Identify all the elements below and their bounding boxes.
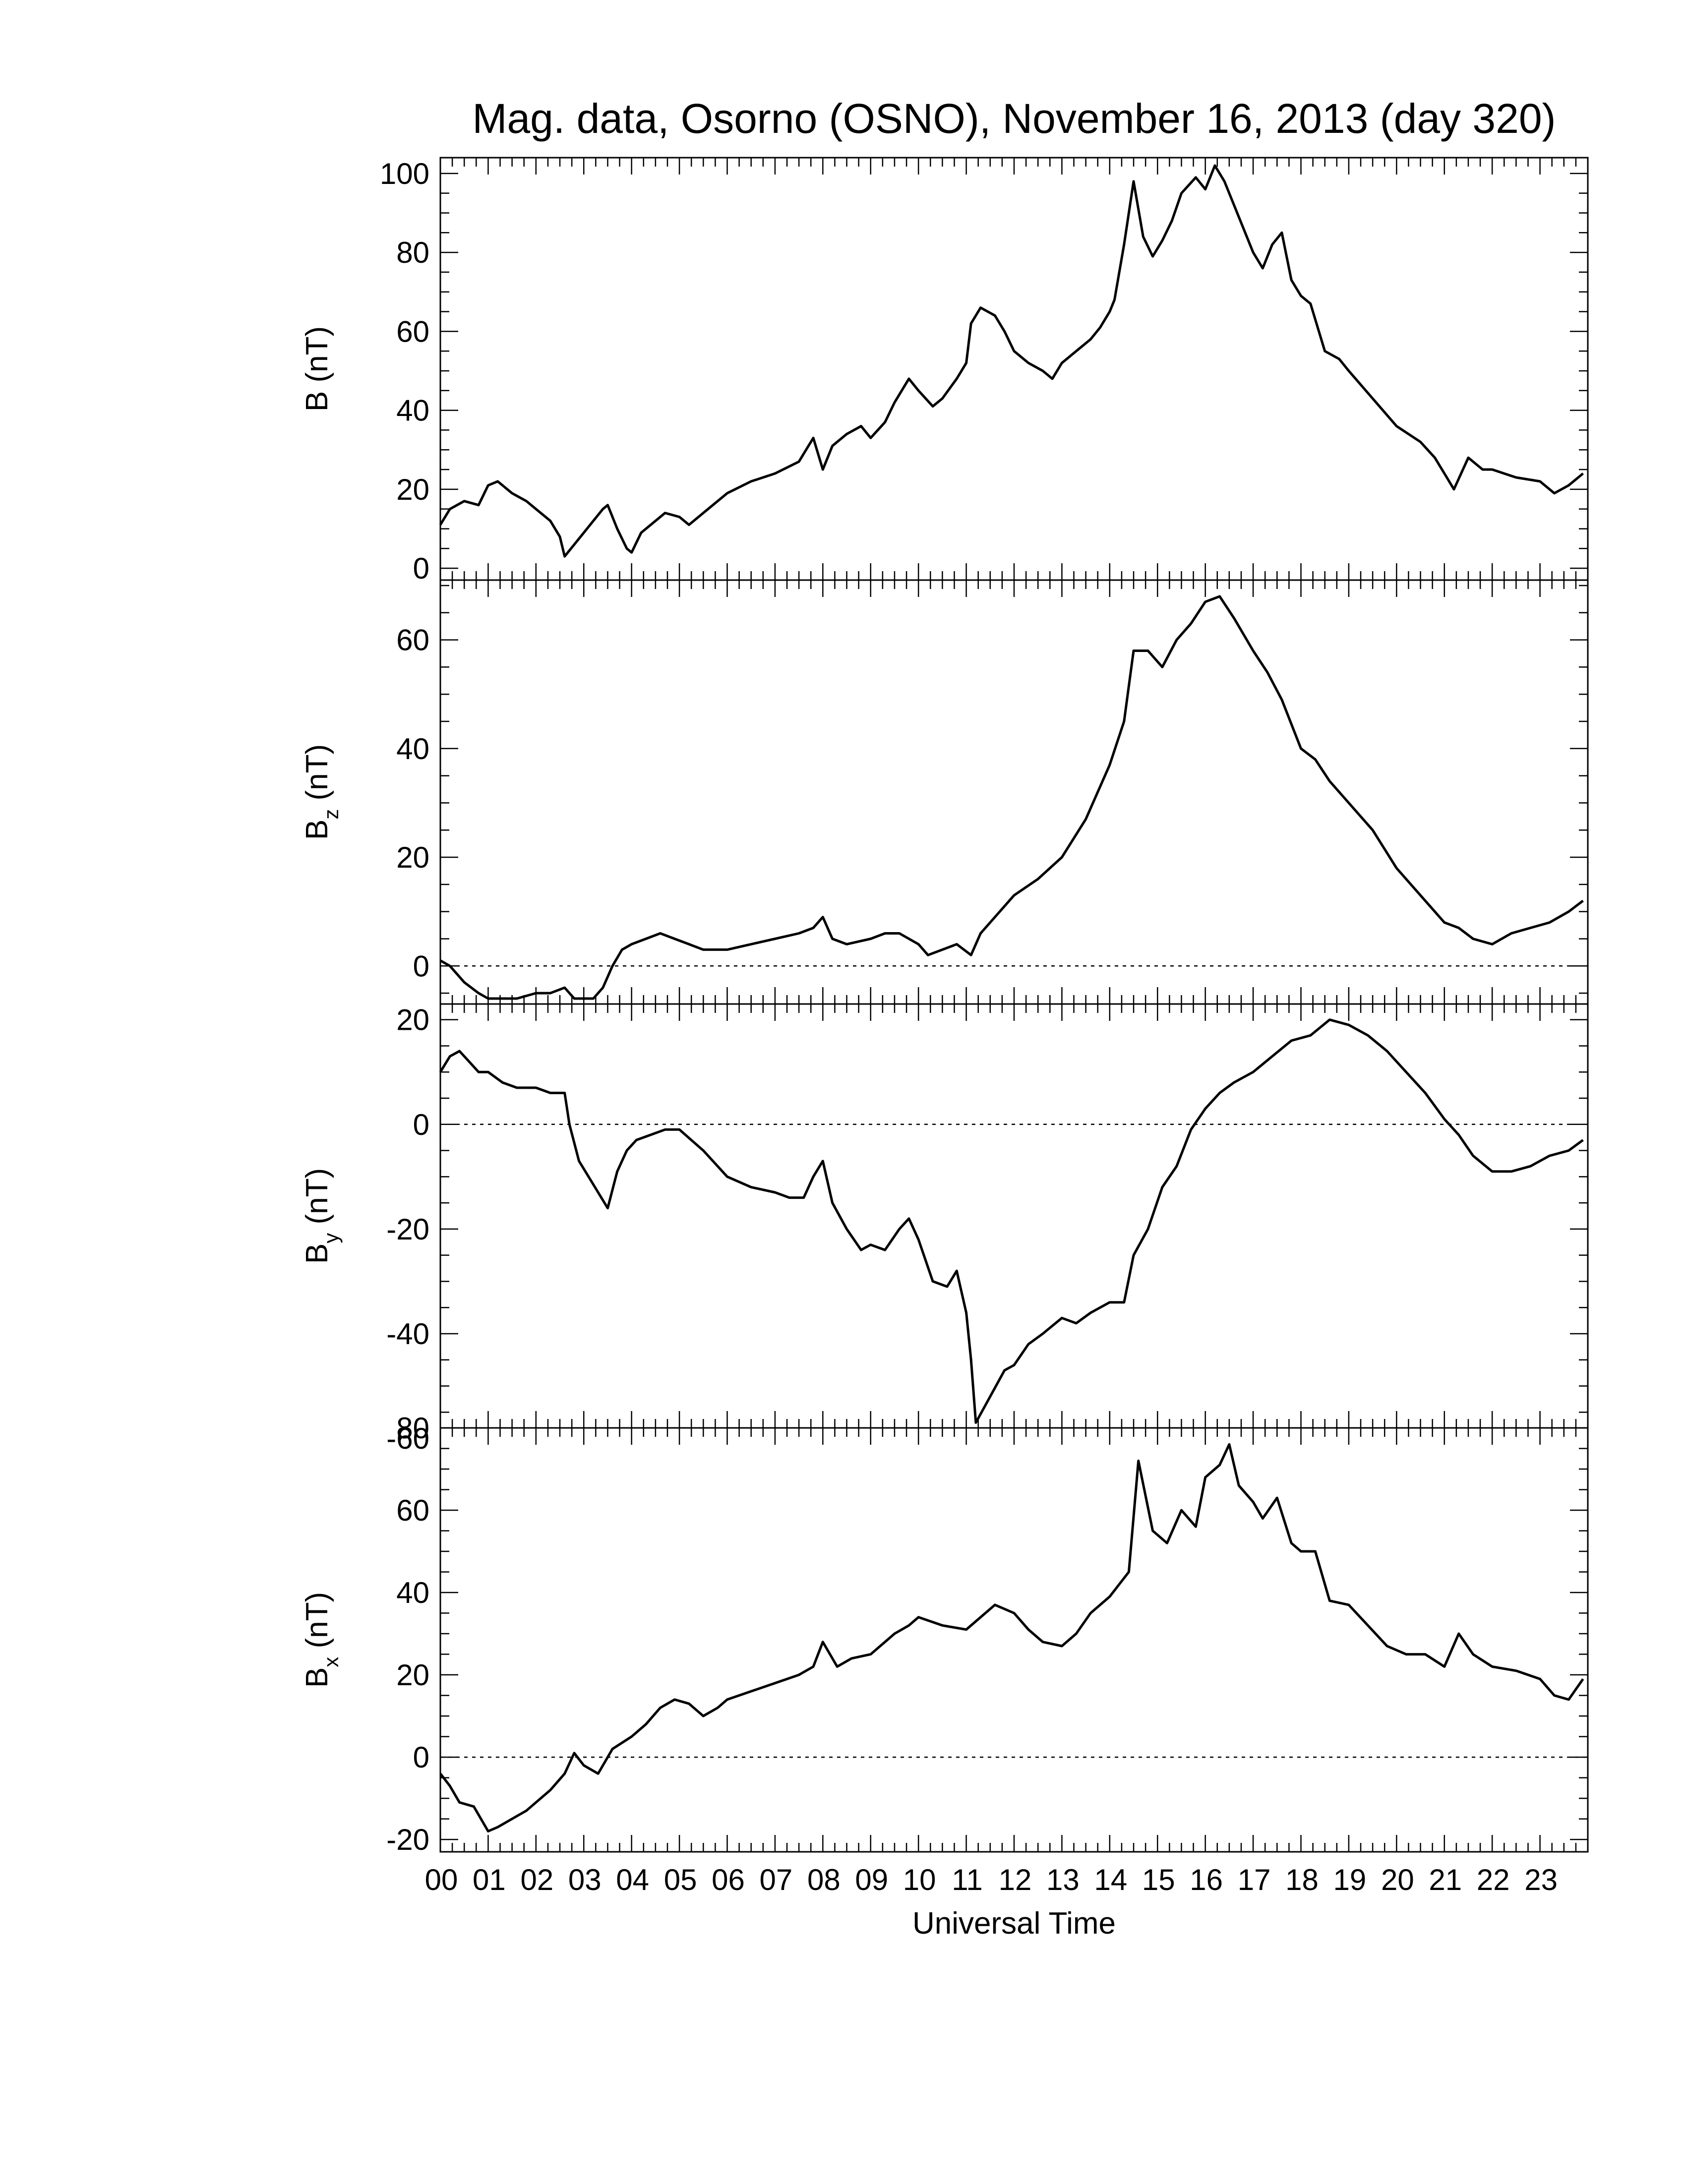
x-tick-label: 12 (999, 1863, 1032, 1896)
x-tick-label: 00 (425, 1863, 458, 1896)
y-tick-label: 20 (396, 1658, 429, 1692)
x-tick-label: 16 (1190, 1863, 1223, 1896)
y-axis-label: B (nT) (300, 326, 334, 412)
y-tick-label: 60 (396, 315, 429, 348)
x-tick-label: 22 (1477, 1863, 1510, 1896)
x-tick-label: 15 (1142, 1863, 1175, 1896)
y-axis-label: By (nT) (300, 1168, 343, 1264)
y-tick-label: -60 (386, 1422, 429, 1455)
y-tick-label: 20 (396, 1003, 429, 1037)
series-line (439, 1443, 1584, 1832)
series-line (439, 1018, 1584, 1424)
y-axis-label: Bx (nT) (300, 1592, 343, 1688)
panels: 0 20 40 60 80 100 B (nT) 0 20 40 60 Bz (nT) -60 -40 -2… (300, 157, 1589, 1856)
x-tick-label: 20 (1381, 1863, 1414, 1896)
x-tick-label: 08 (807, 1863, 841, 1896)
x-tick-label: 02 (520, 1863, 553, 1896)
panel-1: 0 20 40 60 80 100 B (nT) (300, 157, 1589, 585)
panel-3: -60 -40 -20 0 20 By (nT) (300, 1003, 1589, 1455)
series-line (439, 164, 1584, 558)
y-tick-label: 80 (396, 1412, 429, 1445)
x-tick-label: 07 (760, 1863, 793, 1896)
y-axis-label: Bz (nT) (300, 744, 343, 840)
y-tick-label: 0 (413, 949, 429, 983)
y-tick-label: 60 (396, 624, 429, 657)
series-line (439, 595, 1584, 1000)
x-tick-label: 05 (664, 1863, 697, 1896)
y-tick-label: -40 (386, 1317, 429, 1351)
y-tick-label: 80 (396, 236, 429, 269)
x-tick-label: 06 (712, 1863, 745, 1896)
x-tick-label: 04 (616, 1863, 649, 1896)
panel-frame (439, 1427, 1589, 1853)
y-tick-label: 100 (380, 157, 429, 190)
y-tick-label: -20 (386, 1823, 429, 1856)
x-tick-label: 10 (903, 1863, 936, 1896)
x-tick-label: 14 (1094, 1863, 1127, 1896)
chart-title: Mag. data, Osorno (OSNO), November 16, 2… (472, 95, 1556, 142)
y-tick-label: 60 (396, 1494, 429, 1527)
x-axis-label: Universal Time (912, 1906, 1116, 1941)
y-tick-label: 20 (396, 473, 429, 506)
y-tick-label: 0 (413, 1108, 429, 1141)
x-tick-label: 09 (855, 1863, 888, 1896)
y-tick-label: 0 (413, 552, 429, 585)
x-tick-label: 01 (473, 1863, 506, 1896)
x-tick-label: 13 (1046, 1863, 1080, 1896)
x-tick-label: 17 (1238, 1863, 1271, 1896)
y-tick-label: 20 (396, 841, 429, 874)
x-tick-label: 11 (952, 1863, 982, 1896)
x-tick-label: 21 (1429, 1863, 1462, 1896)
y-tick-label: -20 (386, 1213, 429, 1246)
y-tick-label: 40 (396, 1576, 429, 1609)
y-tick-label: 40 (396, 394, 429, 427)
y-tick-label: 40 (396, 732, 429, 766)
x-tick-label: 19 (1333, 1863, 1367, 1896)
x-tick-label: 23 (1524, 1863, 1558, 1896)
x-tick-label: 03 (568, 1863, 602, 1896)
x-tick-labels: 00 01 02 03 04 05 06 07 08 09 10 11 12 13 14 15 16 17 18 19… (425, 1863, 1558, 1896)
panel-2: 0 20 40 60 Bz (nT) (300, 579, 1589, 1005)
y-tick-label: 0 (413, 1741, 429, 1774)
panel-frame (439, 579, 1589, 1005)
x-tick-label: 18 (1285, 1863, 1319, 1896)
panel-4: -20 0 20 40 60 80 Bx (nT) (300, 1412, 1589, 1856)
